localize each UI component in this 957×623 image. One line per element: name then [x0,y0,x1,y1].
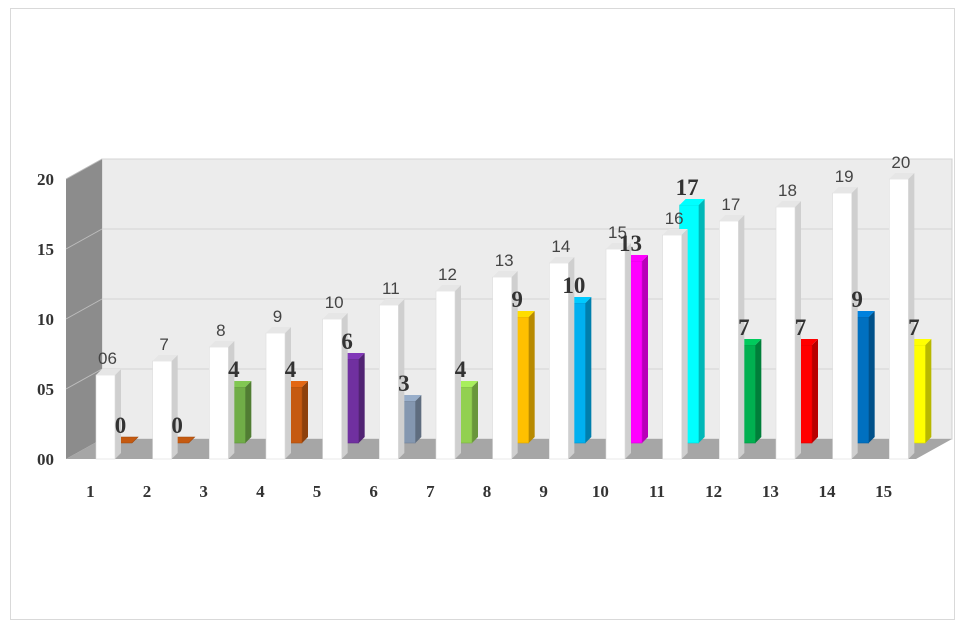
y-tick-label: 10 [37,310,54,329]
data-label-series1: 12 [438,265,457,284]
x-tick-label: 8 [483,482,492,501]
data-label-series1: 18 [778,181,797,200]
data-label-series1: 9 [273,307,282,326]
bar-series1 [605,243,631,460]
data-label-series2: 9 [851,287,863,312]
x-tick-label: 6 [369,482,378,501]
data-label-series1: 10 [325,293,344,312]
bar-chart: 0607084941061131241391410151316171771871… [37,153,953,501]
x-tick-label: 10 [592,482,609,501]
data-label-series2: 0 [115,413,127,438]
data-label-series2: 6 [341,329,353,354]
data-label-series2: 13 [619,231,642,256]
y-tick-label: 20 [37,170,54,189]
data-label-series1: 19 [835,167,854,186]
bar-series1 [95,369,121,460]
x-tick-label: 1 [86,482,95,501]
x-tick-label: 3 [199,482,208,501]
data-label-series1: 7 [159,335,168,354]
y-tick-label: 05 [37,380,54,399]
data-label-series2: 7 [738,315,750,340]
x-tick-label: 7 [426,482,435,501]
x-tick-label: 4 [256,482,265,501]
y-tick-label: 15 [37,240,54,259]
x-tick-label: 12 [705,482,722,501]
data-label-series2: 7 [795,315,807,340]
gridline-side [65,228,103,250]
y-tick-label: 00 [37,450,54,469]
bar-series1 [549,257,575,460]
data-label-series2: 7 [908,315,920,340]
bar-series1 [719,215,745,460]
data-label-series1: 15 [608,223,627,242]
x-tick-label: 11 [649,482,665,501]
data-label-series1: 11 [382,279,400,298]
x-tick-label: 15 [875,482,892,501]
bar-series1 [889,173,915,460]
x-tick-label: 2 [143,482,152,501]
bar-series1 [832,187,858,460]
data-label-series1: 13 [495,251,514,270]
chart-frame: 06 0 7 0 8 4 9 4 10 6 11 3 12 4 13 9 14 10 15 13 16 17 17 7 18 7 1… [10,8,955,620]
x-tick-label: 14 [819,482,837,501]
x-tick-label: 5 [313,482,322,501]
bar-series1 [265,327,291,460]
data-labels: 0607084941061131241391410151316171771871… [98,153,920,438]
x-tick-label: 9 [539,482,548,501]
bars [95,173,932,460]
bar-series1 [209,341,235,460]
x-tick-label: 13 [762,482,779,501]
data-label-series2: 10 [562,273,585,298]
gridline-side [65,298,103,320]
bar-series1 [662,229,688,460]
gridline-side [65,158,103,180]
data-label-series1: 8 [216,321,225,340]
data-label-series1: 17 [721,195,740,214]
data-label-series2: 4 [455,357,467,382]
bar-series1 [379,299,405,460]
data-label-series1: 14 [551,237,570,256]
data-label-series2: 9 [511,287,523,312]
data-label-series2: 4 [285,357,297,382]
data-label-series2: 17 [676,175,699,200]
bar-series1 [435,285,461,460]
data-label-series1: 20 [891,153,910,172]
bar-series1 [322,313,348,460]
data-label-series1: 06 [98,349,117,368]
bar-series1 [152,355,178,460]
data-label-series2: 4 [228,357,240,382]
data-label-series2: 3 [398,371,410,396]
bar-series1 [775,201,801,460]
gridline-side [65,368,103,390]
data-label-series2: 0 [171,413,183,438]
data-label-series1: 16 [665,209,684,228]
bar-series1 [492,271,518,460]
